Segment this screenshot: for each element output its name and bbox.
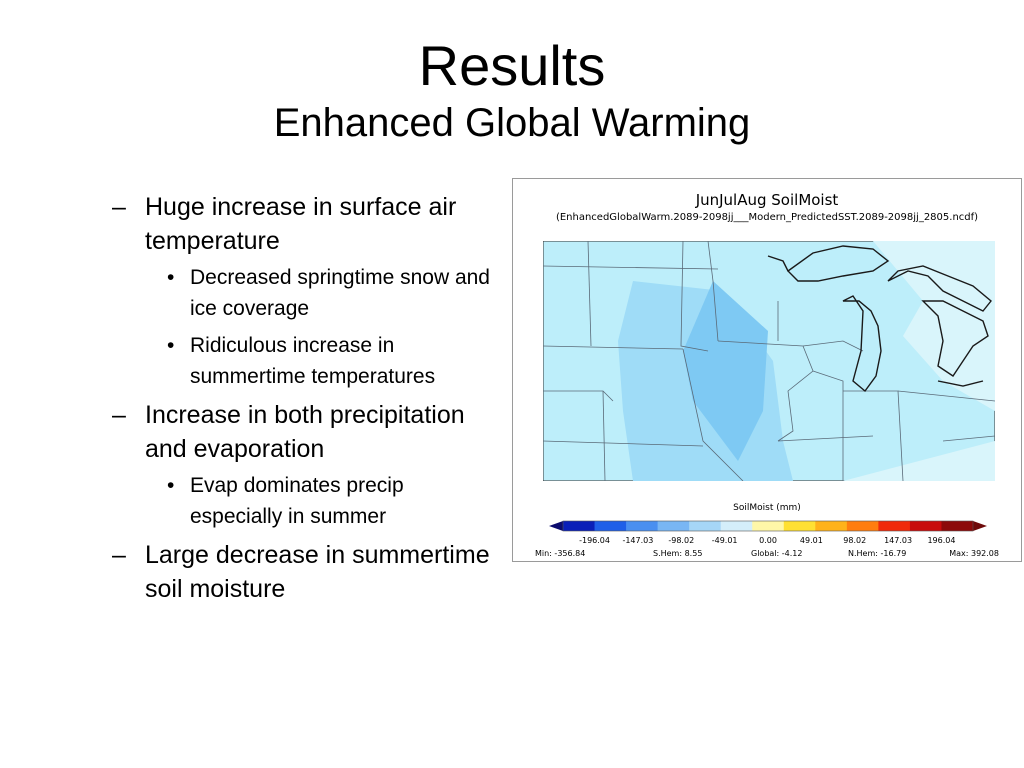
colorbar-tick-label: -147.03	[622, 536, 654, 545]
sub-bullet-marker: •	[167, 334, 175, 357]
colorbar-segment	[594, 521, 627, 531]
bullet-item: – Large decrease in summertime soil moist…	[112, 538, 492, 606]
slide-subtitle: Enhanced Global Warming	[273, 101, 751, 145]
colorbar-segment	[783, 521, 816, 531]
colorbar-segment	[815, 521, 848, 531]
colorbar	[549, 520, 987, 532]
colorbar-segment	[846, 521, 879, 531]
soil-moisture-figure: JunJulAug SoilMoist (EnhancedGlobalWarm.…	[512, 178, 1022, 562]
colorbar-segment	[878, 521, 911, 531]
sub-bullet-item: • Decreased springtime snow and ice cover…	[145, 262, 492, 324]
colorbar-low-arrow	[549, 521, 563, 531]
stat-min: Min: -356.84	[535, 549, 586, 558]
bullet-item: – Increase in both precipitation and evap…	[112, 398, 492, 532]
colorbar-tick-label: 49.01	[799, 536, 823, 545]
bullet-dash-marker: –	[112, 401, 126, 429]
colorbar-tick-label: -49.01	[711, 536, 738, 545]
bullet-text: Large decrease in summertime soil moistu…	[145, 541, 490, 603]
sub-bullet-text: Decreased springtime snow and ice covera…	[190, 266, 490, 320]
sub-bullet-marker: •	[167, 266, 175, 289]
bullet-text: Huge increase in surface air temperature	[145, 193, 457, 255]
bullet-list: – Huge increase in surface air temperatur…	[112, 190, 492, 610]
colorbar-segment	[909, 521, 942, 531]
colorbar-tick-label: -98.02	[668, 536, 695, 545]
slide-title: Results	[418, 34, 606, 97]
bullet-dash-marker: –	[112, 541, 126, 569]
colorbar-tick-label: 196.04	[927, 536, 956, 545]
sub-bullet-text: Evap dominates precip especially in summ…	[190, 474, 404, 528]
colorbar-segment	[689, 521, 722, 531]
stat-nhem: N.Hem: -16.79	[848, 549, 907, 558]
colorbar-segment	[563, 521, 596, 531]
sub-bullet-text: Ridiculous increase in summertime temper…	[190, 334, 436, 388]
colorbar-tick-label: 147.03	[884, 536, 913, 545]
map-dark-region	[683, 281, 768, 461]
sub-bullet-list: • Decreased springtime snow and ice cover…	[145, 262, 492, 392]
sub-bullet-list: • Evap dominates precip especially in sum…	[145, 470, 492, 532]
sub-bullet-item: • Evap dominates precip especially in sum…	[145, 470, 492, 532]
bullet-item: – Huge increase in surface air temperatur…	[112, 190, 492, 392]
figure-subtitle: (EnhancedGlobalWarm.2089-2098jj___Modern…	[555, 212, 979, 223]
stat-shem: S.Hem: 8.55	[653, 549, 703, 558]
great-lakes-coastline	[767, 245, 992, 393]
sub-bullet-marker: •	[167, 474, 175, 497]
bullet-dash-marker: –	[112, 193, 126, 221]
colorbar-tick-label: 98.02	[843, 536, 867, 545]
stat-global: Global: -4.12	[751, 549, 803, 558]
colorbar-tick-label: -196.04	[579, 536, 610, 545]
colorbar-tick-label: 0.00	[759, 536, 777, 545]
state-borders	[543, 241, 995, 481]
sub-bullet-item: • Ridiculous increase in summertime tempe…	[145, 330, 492, 392]
figure-title: JunJulAug SoilMoist	[695, 191, 839, 209]
stat-max: Max: 392.08	[949, 549, 999, 558]
colorbar-segment	[626, 521, 659, 531]
colorbar-title: SoilMoist (mm)	[733, 503, 801, 513]
colorbar-segment	[657, 521, 690, 531]
colorbar-segment	[941, 521, 974, 531]
colorbar-segment	[720, 521, 753, 531]
colorbar-high-arrow	[973, 521, 987, 531]
bullet-text: Increase in both precipitation and evapo…	[145, 401, 465, 463]
soil-moisture-map	[543, 241, 995, 481]
colorbar-outline	[562, 520, 974, 532]
map-light-region	[843, 241, 995, 481]
colorbar-segment	[752, 521, 785, 531]
